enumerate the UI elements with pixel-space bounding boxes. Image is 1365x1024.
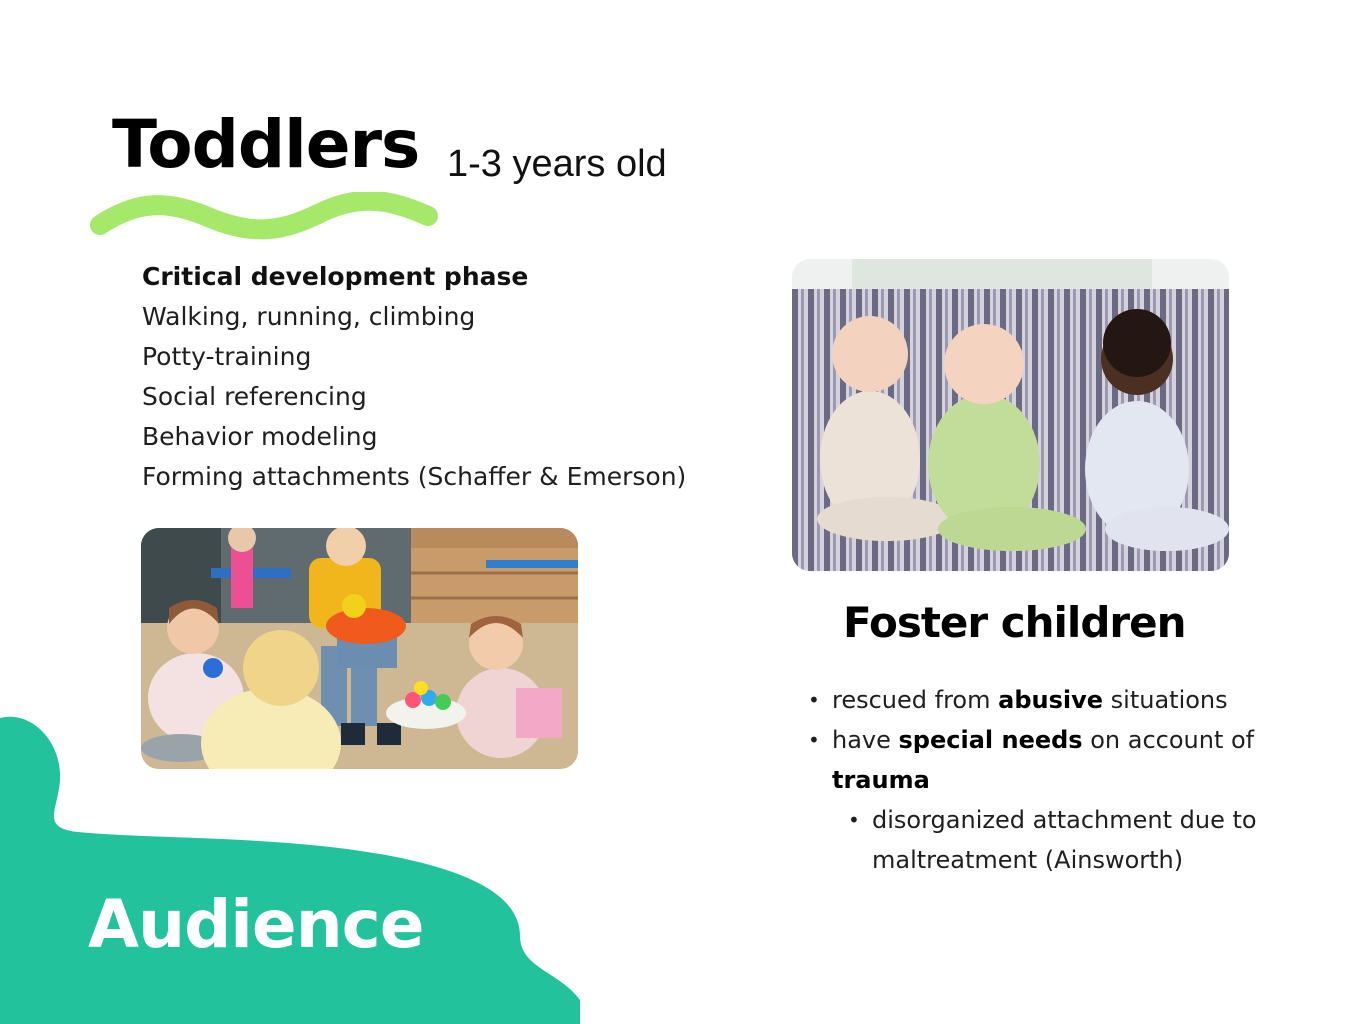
foster-title: Foster children bbox=[843, 598, 1186, 647]
toddler-list: Critical development phase Walking, runn… bbox=[142, 257, 686, 497]
list-item: Behavior modeling bbox=[142, 422, 378, 451]
squiggle-underline bbox=[90, 192, 438, 240]
bullet-item: rescued from abusive situations bbox=[806, 680, 1276, 720]
babies-photo bbox=[792, 259, 1229, 571]
bullet-text: on account of bbox=[1082, 726, 1255, 754]
toddler-list-heading: Critical development phase bbox=[142, 262, 529, 291]
bullet-text: have bbox=[832, 726, 899, 754]
bullet-text: disorganized attachment due to maltreatm… bbox=[872, 806, 1257, 874]
bullet-bold: trauma bbox=[832, 766, 930, 794]
bullet-item: have special needs on account of trauma bbox=[806, 720, 1276, 800]
list-item: Forming attachments (Schaffer & Emerson) bbox=[142, 462, 687, 491]
list-item: Walking, running, climbing bbox=[142, 302, 476, 331]
section-label: Audience bbox=[88, 886, 425, 963]
bullet-bold: special needs bbox=[898, 726, 1083, 754]
bullet-bold: abusive bbox=[998, 686, 1104, 714]
slide-subtitle: 1-3 years old bbox=[447, 143, 667, 185]
list-item: Potty-training bbox=[142, 342, 312, 371]
bullet-text: rescued from bbox=[832, 686, 999, 714]
teal-blob-decoration bbox=[0, 716, 580, 1024]
foster-bullets: rescued from abusive situations have spe… bbox=[806, 680, 1276, 880]
sub-bullet-item: disorganized attachment due to maltreatm… bbox=[846, 800, 1276, 880]
list-item: Social referencing bbox=[142, 382, 367, 411]
slide-title: Toddlers bbox=[112, 106, 420, 183]
classroom-photo bbox=[141, 528, 578, 769]
bullet-text: situations bbox=[1103, 686, 1228, 714]
